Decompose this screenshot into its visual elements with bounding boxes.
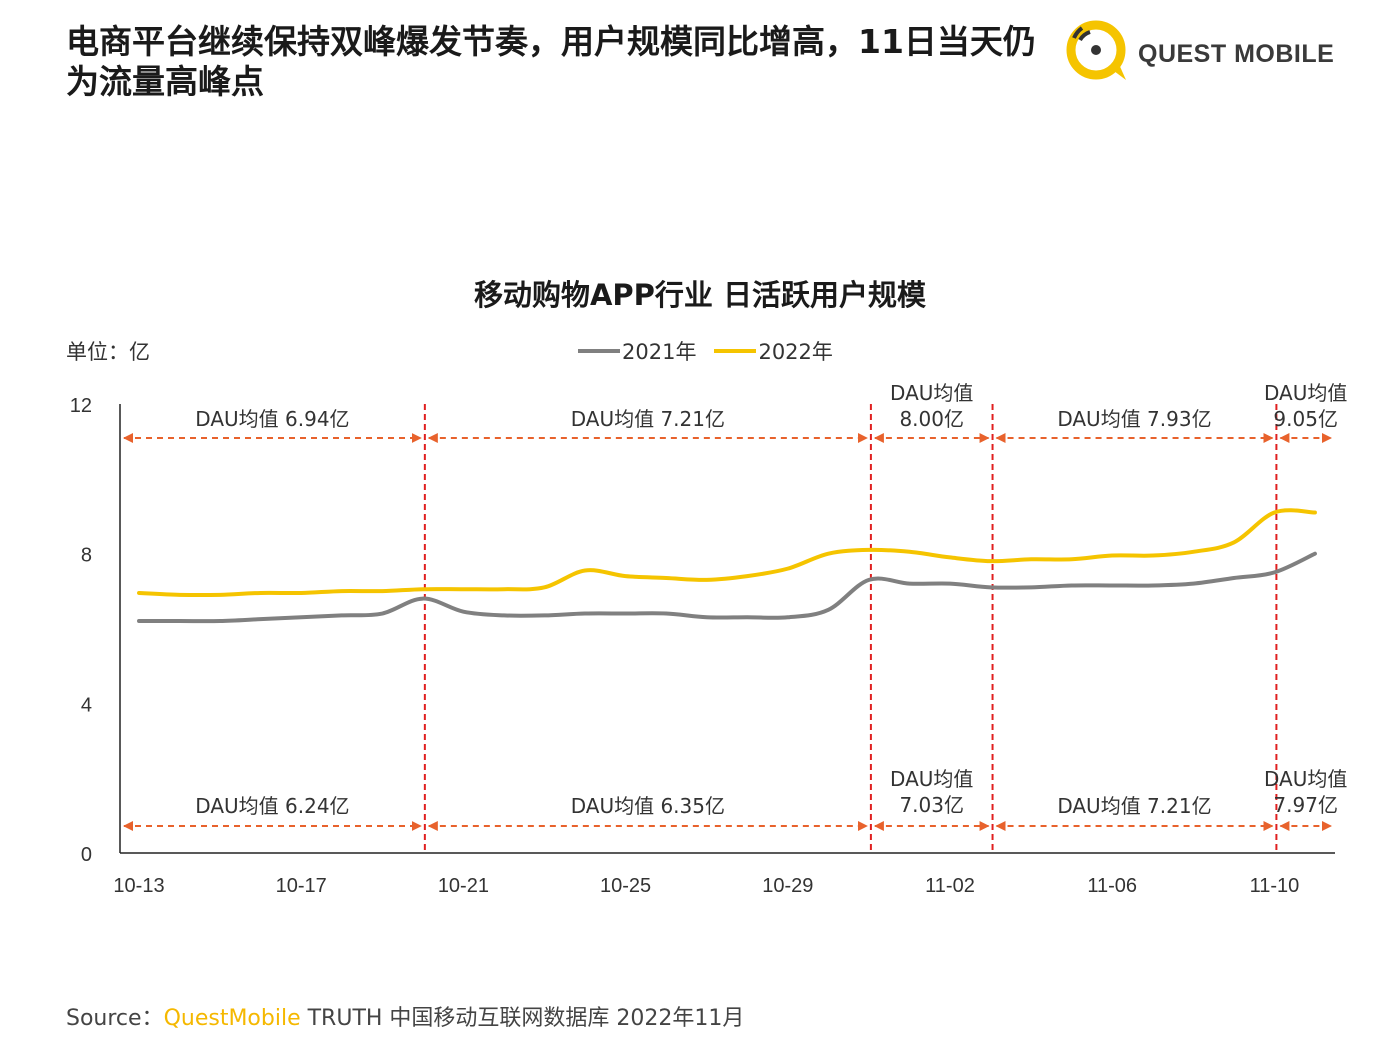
- dau-label-2022: DAU均值: [1264, 381, 1347, 405]
- x-tick-label: 11-02: [925, 875, 975, 897]
- legend-item-2022: 2022年: [714, 336, 833, 366]
- x-tick-label: 10-13: [113, 875, 164, 897]
- quest-mobile-logo: QUEST MOBILE: [1060, 16, 1350, 86]
- dau-label-2021: DAU均值 6.35亿: [571, 794, 725, 818]
- dau-label-2021: DAU均值: [890, 767, 973, 791]
- dau-value-2022: 9.05亿: [1273, 407, 1338, 431]
- dau-label-2022: DAU均值: [890, 381, 973, 405]
- source-prefix: Source：: [66, 1006, 164, 1031]
- legend-label-2021: 2021年: [622, 340, 697, 364]
- chart-title: 移动购物APP行业 日活跃用户规模: [473, 278, 927, 312]
- y-tick-label: 8: [81, 545, 92, 567]
- series-line-2022: [137, 508, 1317, 598]
- x-tick-label: 10-29: [762, 875, 813, 897]
- x-tick-label: 10-25: [600, 875, 651, 897]
- dau-label-2021: DAU均值 7.21亿: [1057, 794, 1211, 818]
- legend: 2021年 2022年: [578, 336, 833, 366]
- y-tick-label: 0: [81, 844, 92, 866]
- dau-value-2021: 7.03亿: [899, 793, 964, 817]
- headline: 电商平台继续保持双峰爆发节奏，用户规模同比增高，11日当天仍为流量高峰点: [66, 22, 1036, 101]
- dau-value-2022: 8.00亿: [899, 407, 964, 431]
- source-note: Source：QuestMobile TRUTH 中国移动互联网数据库 2022…: [66, 1000, 744, 1032]
- source-brand: QuestMobile: [163, 1006, 301, 1031]
- dau-value-2021: 7.97亿: [1273, 793, 1338, 817]
- y-tick-label: 12: [70, 395, 92, 417]
- quest-mobile-logo-icon: [1066, 20, 1126, 80]
- legend-label-2022: 2022年: [758, 340, 833, 364]
- dau-label-2022: DAU均值 7.21亿: [571, 407, 725, 431]
- dau-label-2022: DAU均值 7.93亿: [1057, 407, 1211, 431]
- x-tick-label: 10-17: [276, 875, 327, 897]
- dau-label-2022: DAU均值 6.94亿: [195, 407, 349, 431]
- x-tick-label: 11-10: [1250, 875, 1300, 897]
- legend-swatch-2022: [714, 349, 757, 353]
- series-line-2021: [137, 551, 1317, 624]
- unit-label: 单位：亿: [66, 340, 150, 364]
- legend-swatch-2021: [578, 349, 620, 353]
- dau-label-2021: DAU均值 6.24亿: [195, 794, 349, 818]
- y-tick-label: 4: [81, 694, 92, 716]
- dau-label-2021: DAU均值: [1264, 767, 1347, 791]
- x-tick-label: 11-06: [1087, 875, 1137, 897]
- x-tick-label: 10-21: [438, 875, 489, 897]
- legend-item-2021: 2021年: [578, 336, 696, 366]
- logo-text: QUEST MOBILE: [1138, 40, 1335, 68]
- source-rest: TRUTH 中国移动互联网数据库 2022年11月: [300, 1006, 745, 1031]
